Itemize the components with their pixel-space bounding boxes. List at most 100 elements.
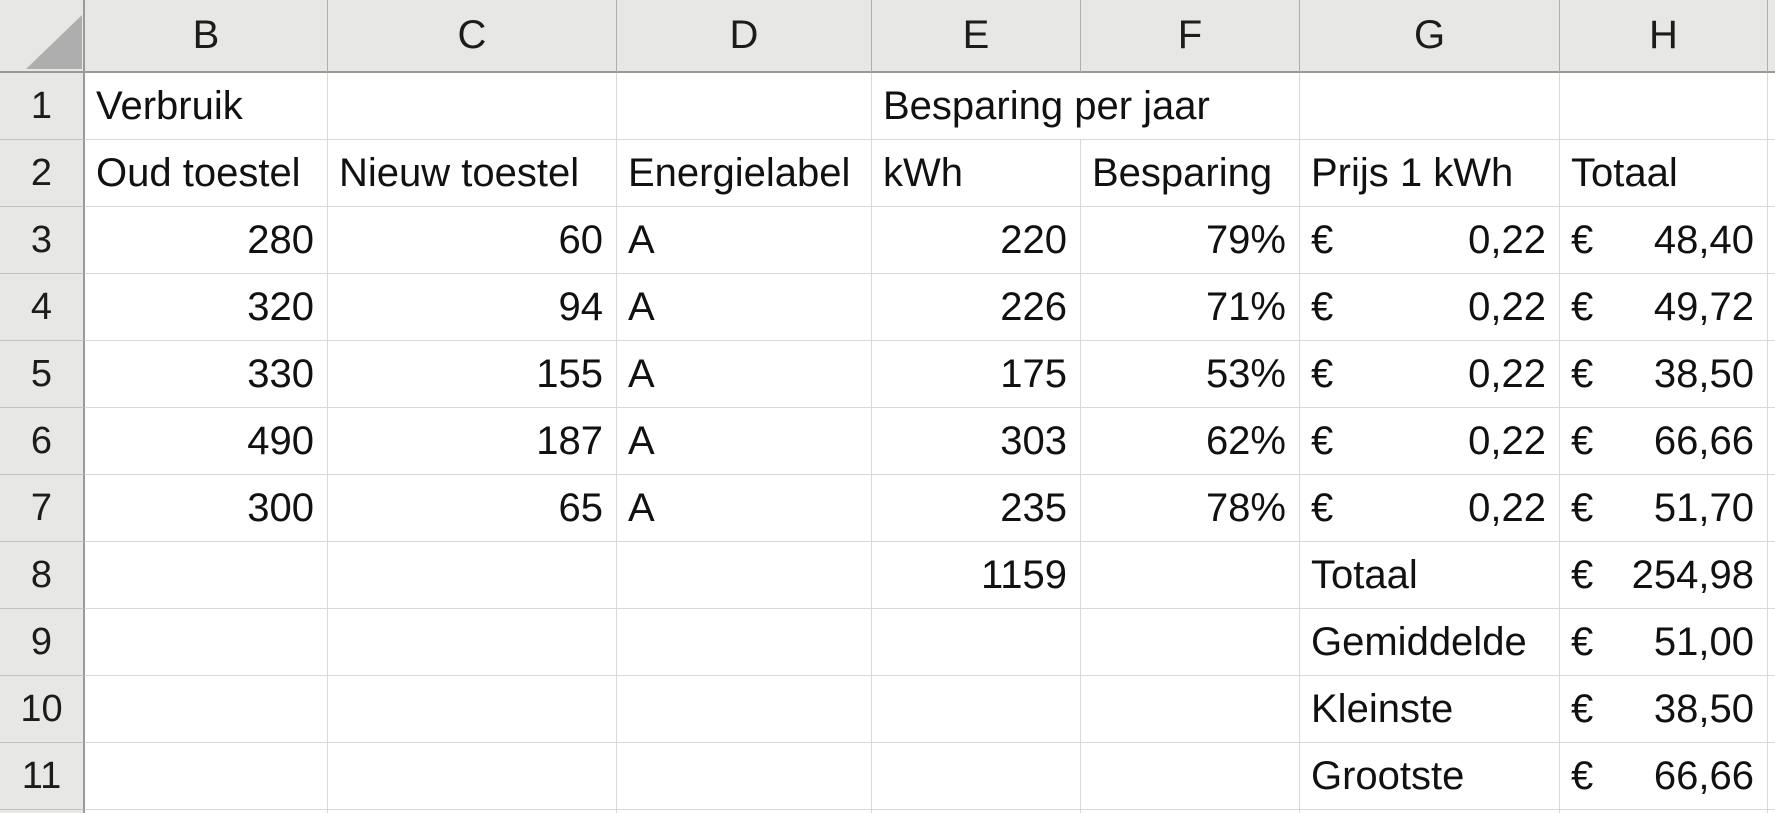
cell-E9[interactable] xyxy=(872,609,1081,676)
cell-D1[interactable] xyxy=(617,73,872,140)
row-header-8[interactable]: 8 xyxy=(0,542,85,609)
cell-C1[interactable] xyxy=(328,73,617,140)
cell-H7[interactable]: €51,70 xyxy=(1560,475,1768,542)
cell-F2[interactable]: Besparing xyxy=(1081,140,1300,207)
cell-B2[interactable]: Oud toestel xyxy=(85,140,328,207)
cell-E12[interactable] xyxy=(872,810,1081,813)
cell-partial-11[interactable] xyxy=(1768,743,1775,810)
column-header-G[interactable]: G xyxy=(1300,0,1560,73)
cell-partial-6[interactable] xyxy=(1768,408,1775,475)
cell-H11[interactable]: €66,66 xyxy=(1560,743,1768,810)
cell-G8[interactable]: Totaal xyxy=(1300,542,1560,609)
cell-B4[interactable]: 320 xyxy=(85,274,328,341)
cell-B12[interactable] xyxy=(85,810,328,813)
cell-G4[interactable]: €0,22 xyxy=(1300,274,1560,341)
cell-B8[interactable] xyxy=(85,542,328,609)
cell-C12[interactable] xyxy=(328,810,617,813)
cell-partial-3[interactable] xyxy=(1768,207,1775,274)
cell-G3[interactable]: €0,22 xyxy=(1300,207,1560,274)
cell-G5[interactable]: €0,22 xyxy=(1300,341,1560,408)
cell-B6[interactable]: 490 xyxy=(85,408,328,475)
column-header-partial[interactable] xyxy=(1768,0,1775,73)
cell-E2[interactable]: kWh xyxy=(872,140,1081,207)
column-header-H[interactable]: H xyxy=(1560,0,1768,73)
cell-F8[interactable] xyxy=(1081,542,1300,609)
cell-D5[interactable]: A xyxy=(617,341,872,408)
column-header-D[interactable]: D xyxy=(617,0,872,73)
cell-E7[interactable]: 235 xyxy=(872,475,1081,542)
cell-partial-5[interactable] xyxy=(1768,341,1775,408)
row-header-10[interactable]: 10 xyxy=(0,676,85,743)
row-header-9[interactable]: 9 xyxy=(0,609,85,676)
cell-C6[interactable]: 187 xyxy=(328,408,617,475)
cell-E11[interactable] xyxy=(872,743,1081,810)
cell-B11[interactable] xyxy=(85,743,328,810)
row-header-11[interactable]: 11 xyxy=(0,743,85,810)
cell-G1[interactable] xyxy=(1300,73,1560,140)
cell-G10[interactable]: Kleinste xyxy=(1300,676,1560,743)
cell-F3[interactable]: 79% xyxy=(1081,207,1300,274)
cell-D7[interactable]: A xyxy=(617,475,872,542)
cell-G6[interactable]: €0,22 xyxy=(1300,408,1560,475)
row-header-6[interactable]: 6 xyxy=(0,408,85,475)
cell-G2[interactable]: Prijs 1 kWh xyxy=(1300,140,1560,207)
cell-E10[interactable] xyxy=(872,676,1081,743)
cell-H6[interactable]: €66,66 xyxy=(1560,408,1768,475)
cell-G9[interactable]: Gemiddelde xyxy=(1300,609,1560,676)
cell-partial-8[interactable] xyxy=(1768,542,1775,609)
cell-H5[interactable]: €38,50 xyxy=(1560,341,1768,408)
cell-E1[interactable]: Besparing per jaar xyxy=(872,73,1300,140)
cell-B3[interactable]: 280 xyxy=(85,207,328,274)
select-all-corner[interactable] xyxy=(0,0,85,73)
cell-H4[interactable]: €49,72 xyxy=(1560,274,1768,341)
cell-partial-4[interactable] xyxy=(1768,274,1775,341)
cell-C10[interactable] xyxy=(328,676,617,743)
cell-D10[interactable] xyxy=(617,676,872,743)
cell-B5[interactable]: 330 xyxy=(85,341,328,408)
row-header-12[interactable] xyxy=(0,810,85,813)
column-header-C[interactable]: C xyxy=(328,0,617,73)
cell-E3[interactable]: 220 xyxy=(872,207,1081,274)
cell-partial-12[interactable] xyxy=(1768,810,1775,813)
cell-H9[interactable]: €51,00 xyxy=(1560,609,1768,676)
cell-B9[interactable] xyxy=(85,609,328,676)
cell-G11[interactable]: Grootste xyxy=(1300,743,1560,810)
cell-H3[interactable]: €48,40 xyxy=(1560,207,1768,274)
cell-C11[interactable] xyxy=(328,743,617,810)
cell-E6[interactable]: 303 xyxy=(872,408,1081,475)
cell-C5[interactable]: 155 xyxy=(328,341,617,408)
cell-partial-9[interactable] xyxy=(1768,609,1775,676)
cell-C9[interactable] xyxy=(328,609,617,676)
cell-D2[interactable]: Energielabel xyxy=(617,140,872,207)
cell-partial-7[interactable] xyxy=(1768,475,1775,542)
cell-D4[interactable]: A xyxy=(617,274,872,341)
cell-H1[interactable] xyxy=(1560,73,1768,140)
cell-H2[interactable]: Totaal xyxy=(1560,140,1768,207)
column-header-E[interactable]: E xyxy=(872,0,1081,73)
row-header-7[interactable]: 7 xyxy=(0,475,85,542)
cell-F9[interactable] xyxy=(1081,609,1300,676)
cell-C8[interactable] xyxy=(328,542,617,609)
cell-C7[interactable]: 65 xyxy=(328,475,617,542)
column-header-F[interactable]: F xyxy=(1081,0,1300,73)
cell-B10[interactable] xyxy=(85,676,328,743)
cell-H12[interactable] xyxy=(1560,810,1768,813)
cell-partial-1[interactable] xyxy=(1768,73,1775,140)
cell-D11[interactable] xyxy=(617,743,872,810)
row-header-3[interactable]: 3 xyxy=(0,207,85,274)
cell-F7[interactable]: 78% xyxy=(1081,475,1300,542)
cell-H10[interactable]: €38,50 xyxy=(1560,676,1768,743)
row-header-2[interactable]: 2 xyxy=(0,140,85,207)
cell-E5[interactable]: 175 xyxy=(872,341,1081,408)
cell-G12[interactable] xyxy=(1300,810,1560,813)
row-header-1[interactable]: 1 xyxy=(0,73,85,140)
cell-F12[interactable] xyxy=(1081,810,1300,813)
cell-E4[interactable]: 226 xyxy=(872,274,1081,341)
cell-F5[interactable]: 53% xyxy=(1081,341,1300,408)
cell-F10[interactable] xyxy=(1081,676,1300,743)
row-header-4[interactable]: 4 xyxy=(0,274,85,341)
cell-C4[interactable]: 94 xyxy=(328,274,617,341)
cell-H8[interactable]: €254,98 xyxy=(1560,542,1768,609)
column-header-B[interactable]: B xyxy=(85,0,328,73)
cell-B7[interactable]: 300 xyxy=(85,475,328,542)
